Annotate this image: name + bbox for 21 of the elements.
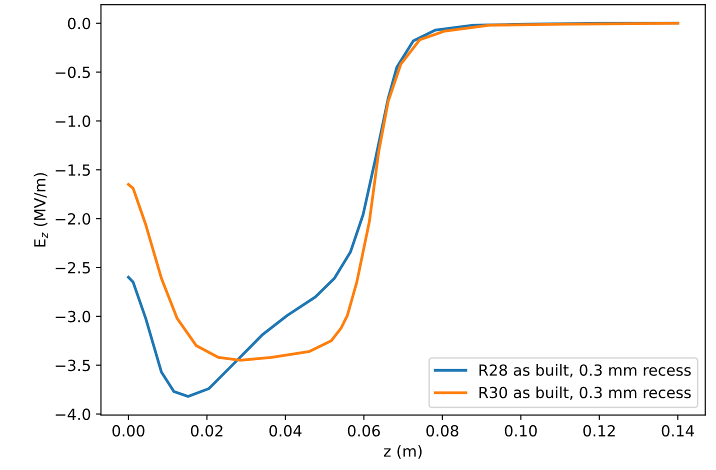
y-tick-label: −0.5 (56, 66, 90, 78)
legend-label: R28 as built, 0.3 mm recess (480, 364, 691, 378)
x-tick-label: 0.06 (348, 425, 380, 437)
y-tick-label: −1.0 (56, 115, 90, 127)
x-tick-label: 0.02 (190, 425, 222, 437)
y-tick-label: −1.5 (56, 164, 90, 176)
x-tick-label: 0.10 (504, 425, 537, 437)
x-tick-label: 0.12 (583, 425, 615, 437)
y-tick-label: −3.5 (56, 360, 90, 372)
x-tick-label: 0.04 (269, 425, 302, 437)
y-tick-label: −2.0 (56, 213, 90, 225)
x-axis-title: z (m) (384, 445, 422, 459)
y-tick-label: −3.0 (56, 310, 90, 322)
x-tick-label: 0.08 (426, 425, 458, 437)
x-tick-label: 0.14 (662, 425, 694, 437)
y-tick-label: −2.5 (56, 262, 90, 274)
x-tick-label: 0.00 (112, 425, 144, 437)
y-tick-label: −4.0 (56, 408, 90, 420)
legend-label: R30 as built, 0.3 mm recess (480, 386, 691, 400)
y-tick-label: 0.0 (68, 18, 90, 30)
y-axis-title: E$_{z}$ (MV/m) (34, 173, 48, 247)
